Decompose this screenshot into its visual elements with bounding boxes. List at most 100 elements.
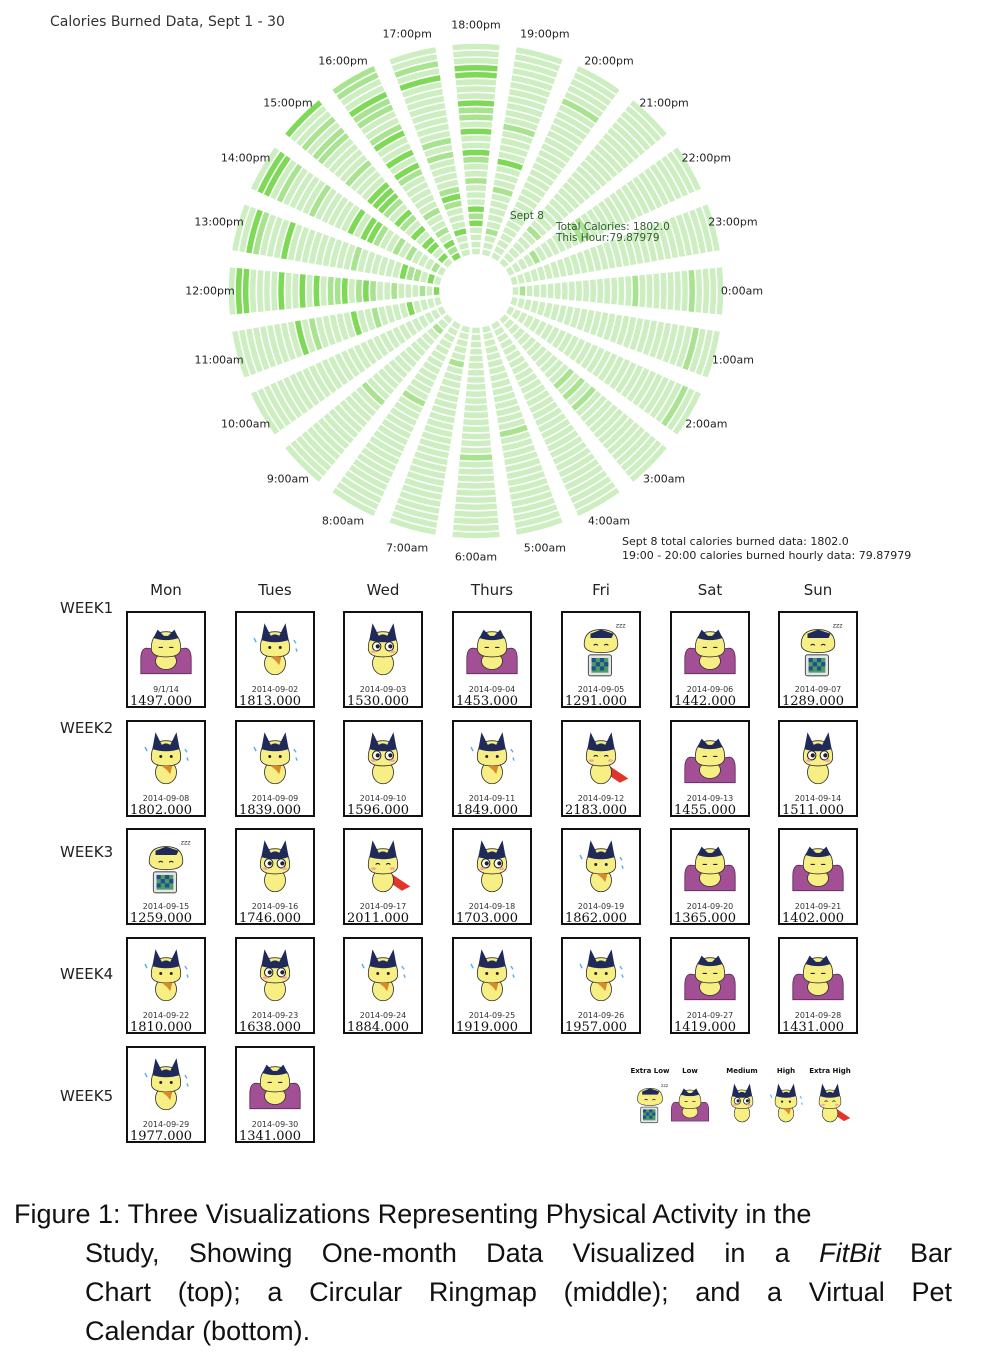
ring-segment[interactable]: [340, 78, 382, 106]
ring-segment[interactable]: [615, 361, 637, 394]
ring-segment[interactable]: [285, 444, 323, 482]
ring-segment[interactable]: [498, 418, 526, 431]
ring-segment[interactable]: [538, 149, 567, 170]
ring-segment[interactable]: [257, 151, 285, 194]
ring-segment[interactable]: [603, 241, 616, 269]
ring-segment[interactable]: [506, 102, 543, 118]
ring-segment[interactable]: [570, 307, 581, 329]
ring-segment[interactable]: [661, 385, 689, 427]
ring-segment[interactable]: [343, 312, 356, 338]
ring-segment[interactable]: [609, 358, 631, 390]
ring-segment[interactable]: [392, 261, 402, 278]
ring-segment[interactable]: [483, 332, 494, 340]
ring-segment[interactable]: [410, 378, 432, 394]
ring-segment[interactable]: [517, 273, 525, 284]
calendar-day-cell[interactable]: zzz 2014-09-15 1259.000: [126, 828, 206, 926]
ring-segment[interactable]: [347, 347, 366, 373]
ring-segment[interactable]: [574, 217, 592, 241]
ring-segment[interactable]: [451, 252, 461, 262]
ring-segment[interactable]: [276, 163, 303, 203]
ring-segment[interactable]: [611, 122, 645, 156]
ring-segment[interactable]: [361, 381, 386, 406]
ring-segment[interactable]: [334, 353, 355, 382]
ring-segment[interactable]: [386, 329, 401, 349]
ring-segment[interactable]: [575, 390, 602, 417]
ring-segment[interactable]: [514, 510, 561, 528]
ring-segment[interactable]: [514, 201, 534, 216]
ring-segment[interactable]: [500, 137, 531, 151]
ring-segment[interactable]: [328, 196, 349, 226]
ring-segment[interactable]: [564, 91, 604, 118]
ring-segment[interactable]: [443, 314, 453, 324]
calendar-day-cell[interactable]: 2014-09-28 1431.000: [778, 937, 858, 1035]
ring-segment[interactable]: [454, 510, 498, 518]
ring-segment[interactable]: [398, 241, 412, 259]
ring-segment[interactable]: [373, 430, 406, 452]
ring-segment[interactable]: [503, 444, 536, 459]
ring-segment[interactable]: [270, 159, 297, 200]
ring-segment[interactable]: [446, 207, 463, 217]
ring-segment[interactable]: [398, 168, 423, 187]
ring-segment[interactable]: [584, 399, 613, 428]
ring-segment[interactable]: [526, 225, 542, 241]
ring-segment[interactable]: [315, 188, 337, 221]
ring-segment[interactable]: [242, 268, 250, 314]
ring-segment[interactable]: [669, 216, 685, 257]
ring-segment[interactable]: [421, 137, 452, 151]
ring-segment[interactable]: [267, 325, 283, 366]
ring-segment[interactable]: [328, 356, 349, 386]
ring-segment[interactable]: [563, 306, 574, 326]
ring-segment[interactable]: [491, 252, 501, 262]
ring-segment[interactable]: [459, 461, 493, 468]
ring-segment[interactable]: [460, 447, 492, 454]
ring-segment[interactable]: [555, 111, 591, 135]
ring-segment[interactable]: [580, 160, 607, 187]
ring-segment[interactable]: [536, 301, 546, 316]
ring-segment[interactable]: [459, 114, 493, 121]
ring-segment[interactable]: [573, 482, 616, 510]
ring-segment[interactable]: [716, 267, 724, 315]
ring-segment[interactable]: [278, 272, 285, 310]
ring-segment[interactable]: [465, 178, 487, 185]
ring-segment[interactable]: [414, 451, 448, 466]
ring-segment[interactable]: [373, 335, 389, 357]
ring-segment[interactable]: [235, 268, 243, 314]
ring-segment[interactable]: [372, 372, 395, 395]
calendar-day-cell[interactable]: 2014-09-12 2183.000: [561, 720, 641, 818]
ring-segment[interactable]: [548, 198, 569, 219]
ring-segment[interactable]: [317, 132, 350, 165]
ring-segment[interactable]: [334, 200, 355, 229]
ring-segment[interactable]: [611, 426, 645, 460]
ring-segment[interactable]: [361, 447, 397, 471]
ring-segment[interactable]: [365, 117, 400, 141]
calendar-day-cell[interactable]: 2014-09-22 1810.000: [126, 937, 206, 1035]
ring-segment[interactable]: [702, 330, 720, 378]
ring-segment[interactable]: [373, 225, 389, 247]
ring-segment[interactable]: [378, 256, 389, 276]
ring-segment[interactable]: [323, 138, 354, 169]
ring-segment[interactable]: [348, 91, 388, 118]
ring-segment[interactable]: [593, 408, 624, 439]
ring-segment[interactable]: [689, 209, 706, 254]
ring-segment[interactable]: [638, 172, 663, 209]
calendar-day-cell[interactable]: 2014-09-27 1419.000: [670, 937, 750, 1035]
ring-segment[interactable]: [584, 154, 613, 183]
ring-segment[interactable]: [551, 233, 566, 253]
ring-segment[interactable]: [660, 272, 667, 310]
ring-segment[interactable]: [321, 358, 343, 390]
ring-segment[interactable]: [462, 149, 490, 156]
ring-segment[interactable]: [609, 314, 623, 343]
ring-segment[interactable]: [616, 315, 630, 346]
calendar-day-cell[interactable]: 9/1/14 1497.000: [126, 611, 206, 709]
ring-segment[interactable]: [502, 226, 517, 239]
ring-segment[interactable]: [580, 344, 599, 369]
ring-segment[interactable]: [371, 253, 382, 275]
ring-segment[interactable]: [433, 398, 458, 410]
ring-segment[interactable]: [460, 128, 492, 135]
ring-segment[interactable]: [589, 149, 618, 178]
ring-segment[interactable]: [487, 214, 504, 224]
ring-segment[interactable]: [322, 315, 336, 346]
ring-segment[interactable]: [499, 424, 528, 438]
ring-segment[interactable]: [306, 274, 313, 308]
ring-segment[interactable]: [709, 268, 717, 314]
